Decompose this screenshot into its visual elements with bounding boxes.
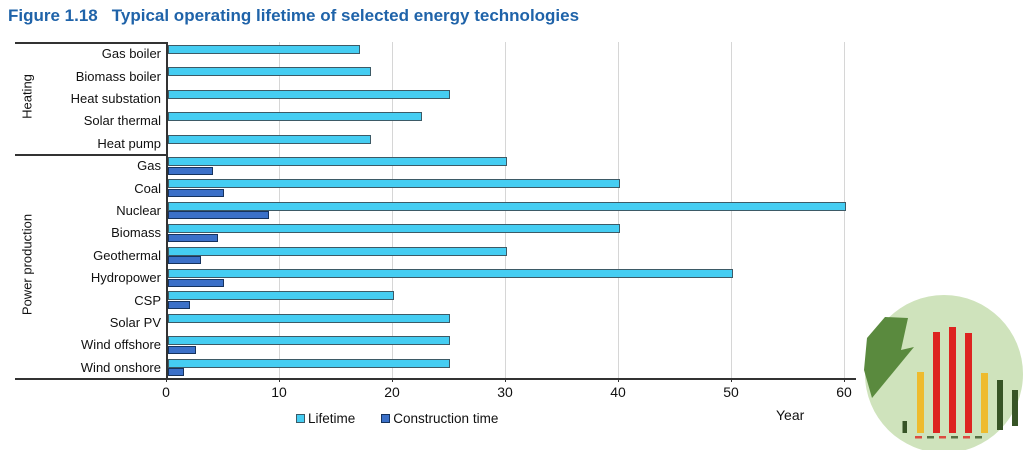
construction-time-bar [167, 300, 191, 309]
logo-tiny-text-mark [963, 436, 970, 439]
logo-bar [997, 380, 1003, 430]
logo-bar [965, 333, 972, 433]
x-axis-label: Year [776, 407, 805, 423]
category-label: Wind offshore [81, 337, 161, 353]
energy-bars-circle-logo-icon [864, 295, 1023, 450]
construction-time-bar [167, 166, 213, 175]
logo-tiny-text-mark [975, 436, 982, 439]
construction-time-bar [167, 256, 202, 265]
legend-item-lifetime: Lifetime [296, 411, 355, 426]
x-axis-tick-label: 20 [384, 384, 400, 400]
construction-time-bar [167, 188, 224, 197]
lifetime-bar [167, 179, 620, 189]
category-label: Heat substation [70, 91, 161, 106]
logo-bar [917, 372, 924, 433]
legend-item-construction-time: Construction time [381, 411, 498, 426]
logo-arrow-icon [864, 317, 914, 398]
category-label: Solar PV [109, 315, 161, 330]
lifetime-bar [167, 134, 371, 144]
logo-bar [1012, 390, 1018, 426]
category-label: CSP [134, 292, 161, 308]
construction-time-bar [167, 211, 270, 220]
construction-time-swatch-icon [381, 414, 391, 423]
category-label: Coal [134, 180, 161, 196]
lifetime-bar [167, 358, 450, 368]
logo-tiny-text-mark [939, 436, 946, 439]
x-axis-line [15, 378, 856, 380]
category-label: Geothermal [93, 247, 161, 263]
lifetime-bar [167, 89, 450, 99]
group-separator-line [15, 154, 166, 156]
label-area-top-border [15, 42, 166, 44]
construction-time-bar [167, 345, 196, 354]
x-axis-tick [844, 378, 845, 382]
lifetime-swatch-icon [296, 414, 305, 423]
logo-tiny-text-mark [927, 436, 934, 439]
logo-bar [933, 332, 940, 433]
x-axis-tick-label: 30 [497, 384, 513, 400]
lifetime-bar [167, 269, 733, 278]
lifetime-bar [167, 45, 360, 54]
construction-time-bar [167, 278, 224, 287]
lifetime-bar [167, 313, 450, 323]
x-axis-tick-label: 40 [610, 384, 626, 400]
category-label: Biomass [111, 225, 161, 241]
legend-label: Construction time [393, 411, 499, 426]
x-axis-tick [392, 378, 393, 382]
construction-time-bar [167, 368, 185, 377]
x-axis-tick [731, 378, 732, 382]
chart-legend: Lifetime Construction time [296, 411, 498, 426]
legend-label: Lifetime [308, 411, 356, 426]
logo-bar [981, 373, 988, 433]
lifetime-bar [167, 291, 394, 301]
logo-tiny-text-mark [951, 436, 958, 439]
lifetime-bar [167, 201, 846, 211]
lifetime-bar [167, 157, 507, 166]
category-label: Gas [137, 158, 161, 174]
x-axis-tick [618, 378, 619, 382]
group-label-power-production: Power production [19, 213, 35, 316]
figure-caption: Typical operating lifetime of selected e… [111, 6, 580, 25]
x-axis-tick-label: 50 [723, 384, 739, 400]
lifetime-bar [167, 224, 620, 234]
logo-tiny-text-mark [915, 436, 922, 439]
logo-bar [902, 421, 907, 433]
logo-bar [949, 327, 956, 433]
group-label-heating: Heating [19, 74, 35, 119]
construction-time-bar [167, 233, 219, 242]
category-label: Gas boiler [101, 46, 161, 62]
lifetime-bar [167, 112, 422, 122]
category-label: Hydropower [90, 270, 161, 286]
x-axis-tick-label: 10 [271, 384, 287, 400]
lifetime-bar [167, 246, 507, 256]
x-axis-tick [279, 378, 280, 382]
x-axis-tick [166, 378, 167, 382]
lifetime-bar [167, 67, 371, 77]
lifetime-bar [167, 336, 450, 346]
figure-number: Figure 1.18 [8, 6, 98, 25]
category-label: Heat pump [97, 135, 161, 151]
category-label: Biomass boiler [75, 68, 161, 84]
x-axis-tick-label: 0 [162, 384, 170, 400]
x-axis-tick-label: 60 [836, 384, 852, 400]
category-axis-line [166, 42, 168, 378]
category-label: Solar thermal [83, 113, 161, 129]
category-label: Nuclear [116, 203, 161, 218]
category-label: Wind onshore [80, 359, 161, 375]
x-axis-tick [505, 378, 506, 382]
figure-title: Figure 1.18 Typical operating lifetime of… [8, 6, 579, 26]
